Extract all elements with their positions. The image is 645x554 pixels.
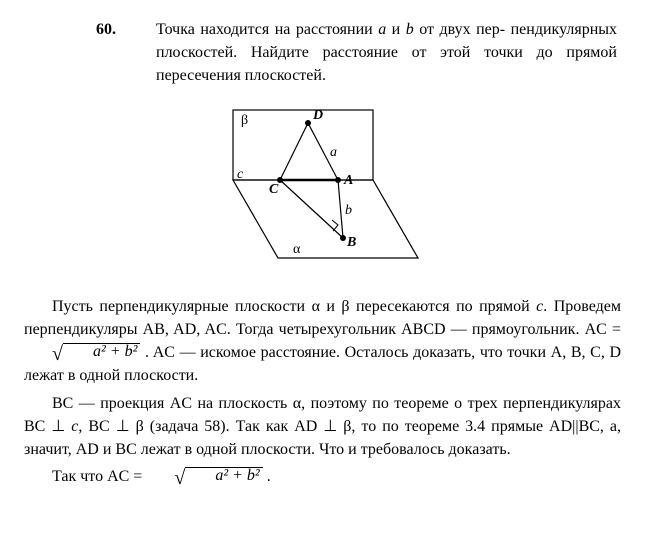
sqrt-expr: a² + b² [93, 343, 137, 360]
plane-alpha [233, 180, 418, 258]
text: Точка находится на расстоянии [156, 21, 378, 38]
problem-number: 60. [24, 18, 156, 88]
geometry-diagram: β α D A B C c a b [213, 98, 433, 278]
text: Так что AC = [52, 468, 146, 485]
label-alpha: α [293, 242, 301, 257]
text: от двух пер- [414, 21, 505, 38]
seg-CB [280, 180, 343, 238]
label-b: b [345, 203, 352, 218]
sqrt-icon: √ a² + b² [146, 467, 262, 487]
formula-ac-2: √ a² + b² [146, 468, 262, 485]
label-C: C [269, 182, 279, 197]
radical-sign: √ [146, 468, 185, 488]
var-b: b [406, 21, 414, 38]
seg-AB [338, 180, 343, 238]
sqrt-body: a² + b² [63, 343, 140, 361]
label-c: c [237, 167, 244, 182]
text: Пусть перпендикулярные плоскости α и β п… [52, 298, 536, 315]
label-D: D [312, 108, 323, 123]
label-B: B [346, 235, 356, 250]
plane-beta [233, 110, 373, 180]
solution-p2: BC — проекция AC на плоскость α, поэтому… [24, 392, 621, 462]
seg-DC [280, 123, 308, 180]
radical-sign: √ [24, 344, 63, 364]
text: . [263, 468, 271, 485]
var-a: a [378, 21, 386, 38]
problem-header: 60. Точка находится на расстоянии a и b … [24, 18, 621, 88]
label-A: A [343, 173, 353, 188]
formula-ac-1: √ a² + b² [24, 344, 140, 361]
sqrt-icon: √ a² + b² [24, 343, 140, 363]
label-beta: β [241, 113, 248, 128]
text: , BC ⊥ β (задача 58). Так как AD ⊥ β, то… [24, 418, 621, 458]
solution-p1: Пусть перпендикулярные плоскости α и β п… [24, 295, 621, 388]
sqrt-expr: a² + b² [215, 467, 259, 484]
sqrt-body: a² + b² [185, 467, 262, 485]
label-a: a [330, 145, 337, 160]
figure: β α D A B C c a b [24, 98, 621, 285]
text: и [386, 21, 406, 38]
solution-p3: Так что AC = √ a² + b² . [24, 465, 621, 488]
problem-statement: Точка находится на расстоянии a и b от д… [156, 18, 621, 88]
